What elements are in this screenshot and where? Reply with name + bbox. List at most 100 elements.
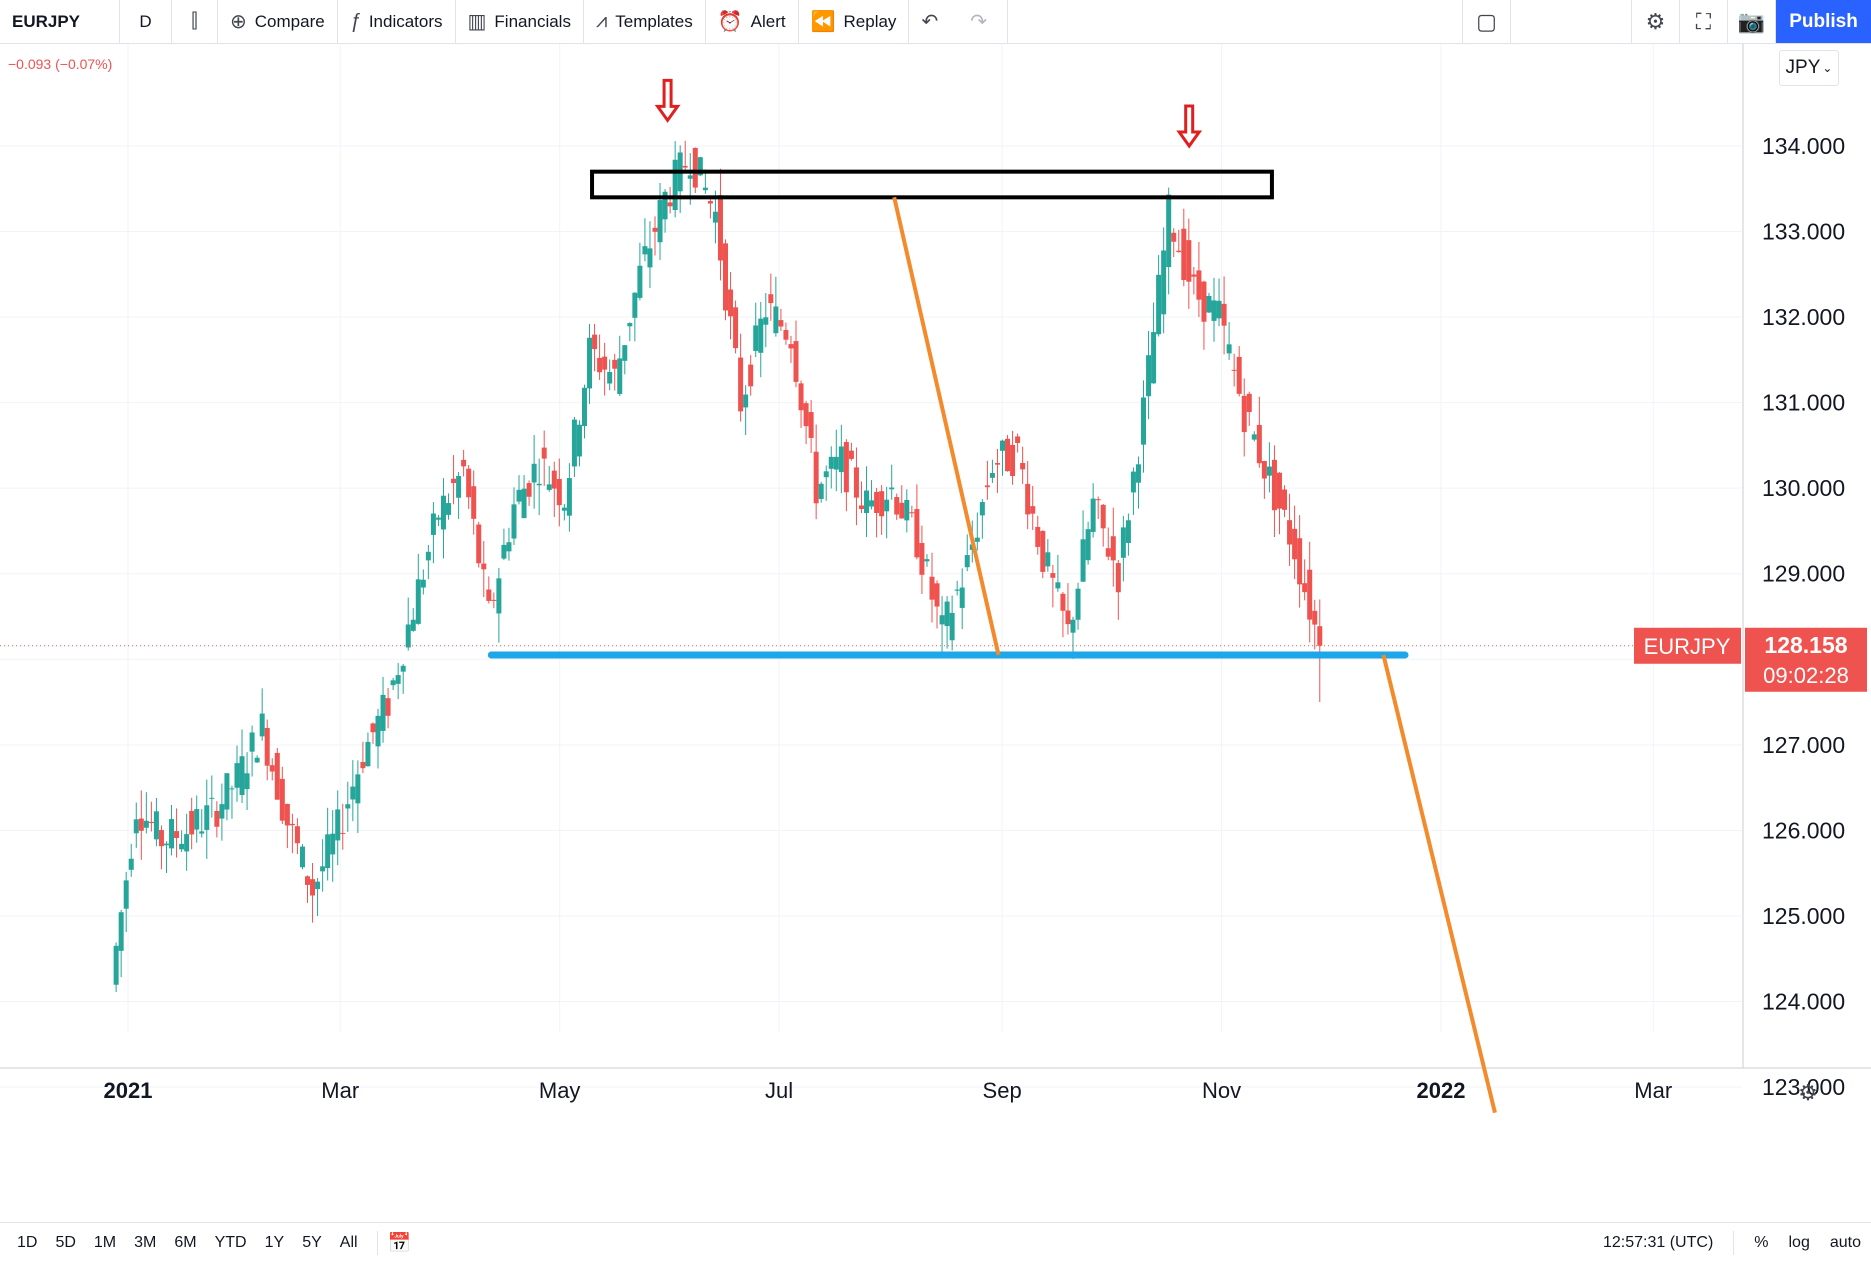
x-tick-label: 2022 (1417, 1078, 1466, 1103)
alarm-icon: ⏰ (717, 11, 743, 33)
candle-body (501, 544, 507, 559)
range-1m[interactable]: 1M (93, 1234, 117, 1251)
calendar-icon[interactable]: 📅 (387, 1233, 412, 1254)
range-1y[interactable]: 1Y (264, 1234, 285, 1251)
candle-body (1201, 281, 1207, 322)
axis-settings-icon[interactable]: ⚙ (1798, 1080, 1818, 1105)
candle-body (360, 761, 366, 769)
candle-body (753, 325, 759, 351)
templates-button[interactable]: ⩘ Templates (584, 0, 706, 43)
candle-body (587, 337, 593, 389)
candle-body (1055, 582, 1061, 589)
candle-body (642, 246, 648, 255)
range-3m[interactable]: 3M (134, 1234, 157, 1251)
symbol-price-tag (1634, 627, 1741, 664)
candle-body (964, 555, 970, 568)
range-6m[interactable]: 6M (174, 1234, 197, 1251)
templates-label: Templates (615, 11, 693, 31)
interval-label: D (139, 11, 152, 31)
range-ytd[interactable]: YTD (214, 1234, 247, 1251)
candle-body (1307, 569, 1313, 620)
candle-body (1226, 344, 1232, 354)
snapshot-button[interactable]: 📷 (1728, 0, 1776, 43)
layout-button[interactable]: ▢ (1463, 0, 1511, 43)
arrow-down-icon[interactable] (1176, 104, 1203, 149)
candle-body (798, 383, 804, 411)
gear-icon: ⚙ (1645, 8, 1666, 34)
resistance-zone[interactable] (590, 169, 1274, 200)
candle-body (1085, 529, 1091, 561)
symbol-tag-label: EURJPY (1644, 634, 1731, 659)
candle-body (823, 471, 829, 478)
candle-body (864, 490, 870, 514)
candle-body (1065, 610, 1071, 625)
fullscreen-button[interactable]: ⛶ (1680, 0, 1728, 43)
candle-body (853, 467, 859, 498)
square-icon: ▢ (1476, 8, 1497, 34)
candle-body (511, 504, 517, 539)
candle-body (667, 202, 673, 207)
candle-body (189, 810, 195, 835)
symbol-search[interactable]: EURJPY (0, 0, 120, 43)
toolbar-spacer (1008, 0, 1463, 43)
currency-selector[interactable]: JPY ⌄ (1779, 50, 1839, 86)
undo-button[interactable]: ↶ (909, 0, 958, 43)
candle-body (858, 505, 864, 510)
candle-body (1211, 300, 1217, 321)
fullscreen-icon: ⛶ (1695, 8, 1712, 34)
candle-body (1206, 295, 1212, 313)
compare-button[interactable]: ⊕ Compare (218, 0, 338, 43)
candle-body (672, 159, 678, 210)
alert-label: Alert (750, 11, 786, 31)
candle-body (299, 846, 305, 868)
candle-body (1025, 483, 1031, 515)
candle-body (541, 447, 547, 459)
alert-button[interactable]: ⏰ Alert (706, 0, 799, 43)
x-tick-label: Mar (1634, 1078, 1672, 1103)
candle-body (818, 483, 824, 499)
replay-button[interactable]: ⏪ Replay (799, 0, 910, 43)
candle-body (451, 478, 457, 484)
range-5d[interactable]: 5D (55, 1234, 76, 1251)
redo-icon: ↷ (970, 11, 987, 33)
candle-body (1125, 520, 1131, 543)
indicators-button[interactable]: ƒ Indicators (338, 0, 456, 43)
settings-button[interactable]: ⚙ (1632, 0, 1680, 43)
candle-body (184, 834, 190, 852)
candle-body (939, 615, 945, 625)
log-toggle[interactable]: log (1788, 1234, 1810, 1251)
candle-body (264, 727, 270, 766)
candle-body (687, 175, 693, 179)
publish-button[interactable]: Publish (1776, 0, 1871, 43)
candle-body (148, 821, 154, 824)
auto-toggle[interactable]: auto (1829, 1234, 1861, 1251)
arrow-down-icon[interactable] (654, 78, 681, 123)
candle-body (481, 563, 487, 570)
candle-body (1241, 395, 1247, 433)
candle-body (471, 486, 477, 519)
candle-body (1236, 356, 1242, 394)
y-tick-label: 130.000 (1762, 475, 1845, 501)
candle-body (954, 589, 960, 591)
candle-body (808, 412, 814, 438)
projection-line[interactable] (1381, 654, 1497, 1114)
range-1d[interactable]: 1D (17, 1234, 38, 1251)
redo-button[interactable]: ↷ (958, 0, 1008, 43)
candle-body (430, 513, 436, 535)
percent-toggle[interactable]: % (1754, 1234, 1769, 1251)
fx-icon: ƒ (349, 10, 361, 32)
financials-button[interactable]: ▥ Financials (456, 0, 584, 43)
range-all[interactable]: All (339, 1234, 358, 1251)
camera-icon: 📷 (1737, 8, 1766, 34)
interval-button[interactable]: D (120, 0, 172, 43)
candle-body (1266, 466, 1272, 476)
range-5y[interactable]: 5Y (302, 1234, 322, 1251)
candle-body (1120, 527, 1126, 558)
chevron-down-icon: ⌄ (1822, 61, 1833, 75)
chart-type-button[interactable]: ⫿ (172, 0, 218, 43)
candle-body (249, 732, 255, 752)
candle-body (123, 880, 129, 909)
candle-body (959, 587, 965, 608)
price-chart[interactable]: 123.000124.000125.000126.000127.000128.0… (0, 44, 1871, 1166)
projection-line[interactable] (892, 196, 1001, 656)
